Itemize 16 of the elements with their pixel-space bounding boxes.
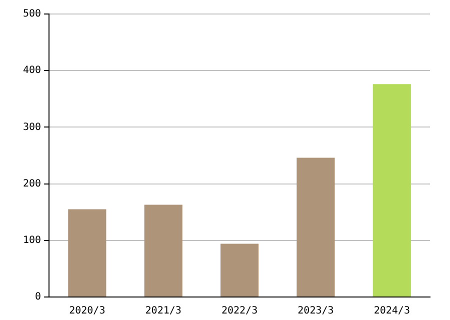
bar xyxy=(144,204,182,296)
y-tick-label: 500 xyxy=(23,8,42,20)
bar xyxy=(372,84,411,296)
x-tick-label: 2024/3 xyxy=(374,306,410,317)
y-tick-label: 400 xyxy=(23,65,42,76)
bar xyxy=(220,244,259,296)
bar xyxy=(296,158,335,296)
x-tick-label: 2023/3 xyxy=(298,306,334,317)
y-tick-label: 0 xyxy=(35,292,42,303)
bar xyxy=(68,209,106,296)
x-tick-label: 2022/3 xyxy=(221,306,258,317)
y-tick-label: 100 xyxy=(23,234,42,246)
x-tick-label: 2020/3 xyxy=(69,306,106,317)
y-tick-label: 200 xyxy=(23,178,42,190)
y-tick-label: 300 xyxy=(23,122,42,133)
x-tick-label: 2021/3 xyxy=(145,306,182,317)
